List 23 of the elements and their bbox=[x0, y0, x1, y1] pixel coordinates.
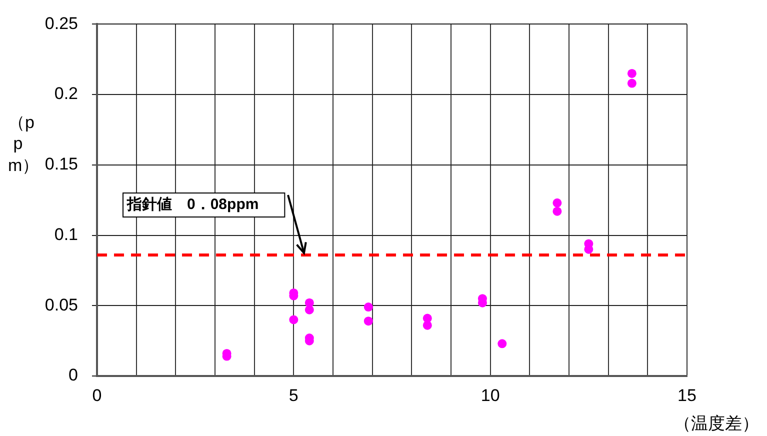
y-axis-title: （ppm） bbox=[8, 112, 40, 176]
x-tick-label: 5 bbox=[288, 386, 298, 405]
point bbox=[364, 302, 373, 312]
x-axis-title: （温度差） bbox=[674, 413, 759, 435]
point bbox=[552, 206, 562, 216]
point bbox=[289, 315, 298, 324]
point bbox=[627, 78, 636, 88]
point bbox=[364, 316, 373, 326]
point bbox=[552, 198, 562, 208]
y-tick-label: 0.2 bbox=[54, 84, 78, 104]
point bbox=[422, 320, 432, 330]
y-tick-label: 0.25 bbox=[44, 14, 78, 33]
x-tick-label: 15 bbox=[678, 386, 696, 405]
point bbox=[498, 339, 507, 348]
x-tick-label: 0 bbox=[92, 386, 102, 405]
ref-line-label: 指針値 0．08ppm bbox=[126, 196, 259, 214]
y-tick-label: 0 bbox=[68, 366, 78, 385]
y-tick-label: 0.05 bbox=[44, 295, 78, 314]
point bbox=[627, 68, 636, 78]
point bbox=[304, 305, 314, 314]
x-tick-label: 10 bbox=[480, 386, 500, 405]
y-tick-label: 0.15 bbox=[44, 154, 78, 174]
y-tick-label: 0.1 bbox=[54, 224, 78, 244]
